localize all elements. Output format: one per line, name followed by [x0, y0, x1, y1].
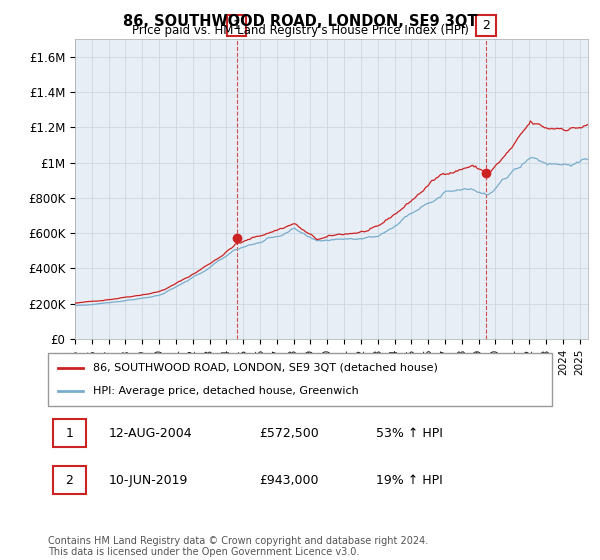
FancyBboxPatch shape — [53, 466, 86, 494]
Text: Price paid vs. HM Land Registry's House Price Index (HPI): Price paid vs. HM Land Registry's House … — [131, 24, 469, 37]
FancyBboxPatch shape — [227, 15, 247, 36]
Text: 86, SOUTHWOOD ROAD, LONDON, SE9 3QT: 86, SOUTHWOOD ROAD, LONDON, SE9 3QT — [123, 14, 477, 29]
Text: 2: 2 — [65, 474, 73, 487]
FancyBboxPatch shape — [53, 419, 86, 447]
Text: HPI: Average price, detached house, Greenwich: HPI: Average price, detached house, Gree… — [94, 386, 359, 396]
Text: £943,000: £943,000 — [260, 474, 319, 487]
Text: 86, SOUTHWOOD ROAD, LONDON, SE9 3QT (detached house): 86, SOUTHWOOD ROAD, LONDON, SE9 3QT (det… — [94, 363, 438, 373]
Text: 19% ↑ HPI: 19% ↑ HPI — [376, 474, 442, 487]
Text: 10-JUN-2019: 10-JUN-2019 — [109, 474, 188, 487]
FancyBboxPatch shape — [476, 15, 496, 36]
Text: Contains HM Land Registry data © Crown copyright and database right 2024.
This d: Contains HM Land Registry data © Crown c… — [48, 535, 428, 557]
Text: 12-AUG-2004: 12-AUG-2004 — [109, 427, 192, 440]
Text: 1: 1 — [65, 427, 73, 440]
FancyBboxPatch shape — [48, 353, 552, 406]
Text: 2: 2 — [482, 19, 490, 32]
Text: 1: 1 — [233, 19, 241, 32]
Text: 53% ↑ HPI: 53% ↑ HPI — [376, 427, 442, 440]
Text: £572,500: £572,500 — [260, 427, 319, 440]
